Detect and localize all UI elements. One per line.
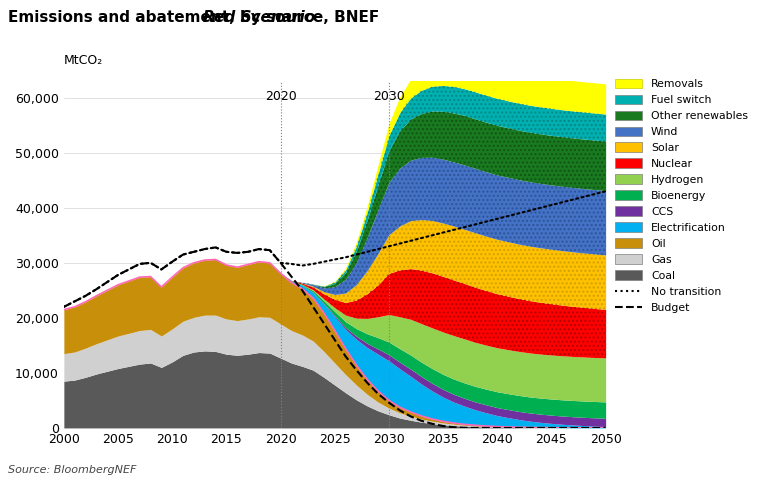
Text: Red Scenario: Red Scenario [203, 10, 315, 24]
Legend: Removals, Fuel switch, Other renewables, Wind, Solar, Nuclear, Hydrogen, Bioener: Removals, Fuel switch, Other renewables,… [611, 74, 753, 317]
Text: Source: BloombergNEF: Source: BloombergNEF [8, 465, 136, 475]
Text: 2020: 2020 [265, 90, 296, 103]
Text: MtCO₂: MtCO₂ [64, 54, 103, 67]
Text: Emissions and abatement, by source, BNEF: Emissions and abatement, by source, BNEF [8, 10, 384, 24]
Text: 2030: 2030 [373, 90, 405, 103]
